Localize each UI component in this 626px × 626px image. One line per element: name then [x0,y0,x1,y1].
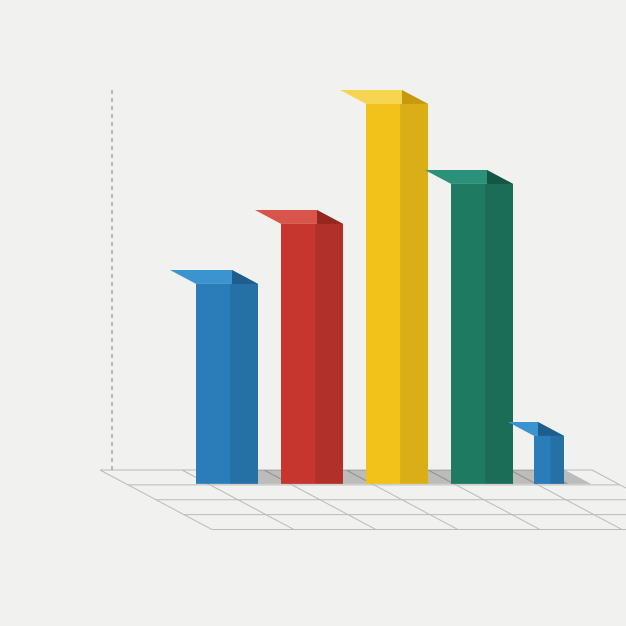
bar-chart-3d [0,0,626,626]
